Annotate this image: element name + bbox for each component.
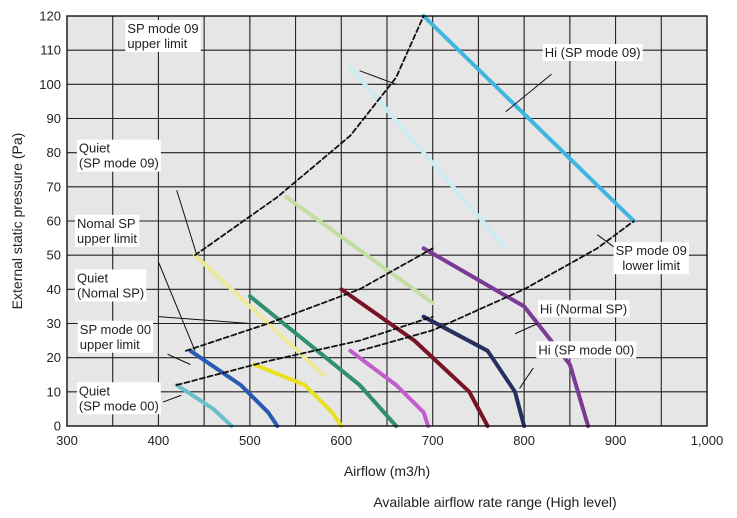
y-tick-label: 40	[47, 282, 61, 297]
curve-sp00-upper	[175, 315, 434, 386]
annotation-box	[76, 139, 161, 172]
annotation-box	[542, 44, 643, 61]
annotation-box	[77, 320, 154, 353]
y-axis-title: External static pressure (Pa)	[9, 133, 25, 310]
curve-teal-green	[247, 294, 399, 428]
annotation: Hi (SP mode 09)	[505, 44, 643, 113]
y-tick-label: 70	[47, 179, 61, 194]
annotation-label: (Nomal SP)	[77, 286, 144, 301]
y-tick-label: 30	[47, 316, 61, 331]
x-tick-label: 800	[513, 433, 535, 448]
annotation-label: Quiet	[79, 141, 110, 156]
curve-nsp-upper	[184, 247, 434, 352]
curve-blue	[188, 348, 280, 428]
annotation-leader	[596, 234, 616, 249]
curve-sp09-lower	[358, 220, 635, 352]
annotation-box	[536, 341, 637, 359]
annotation-label: Quiet	[77, 271, 108, 286]
annotation-box	[613, 242, 689, 275]
annotation-label: (SP mode 00)	[79, 398, 159, 413]
curve-faint-cyan	[348, 65, 508, 251]
x-tick-label: 400	[148, 433, 170, 448]
annotation-box	[125, 20, 201, 53]
annotation-box	[75, 269, 147, 302]
curves	[174, 14, 636, 428]
annotation-leader	[359, 70, 397, 85]
curve-yellow	[252, 362, 344, 428]
annotation-label: upper limit	[80, 337, 140, 352]
annotation-label: (SP mode 09)	[79, 156, 159, 171]
y-tick-label: 120	[39, 9, 61, 24]
annotation-leader	[158, 316, 250, 324]
curve-dark-red	[339, 287, 490, 428]
curve-navy	[421, 314, 527, 428]
annotation: Quiet(SP mode 09)	[76, 139, 198, 256]
x-tick-label: 600	[330, 433, 352, 448]
annotation: Quiet(Nomal SP)	[75, 269, 250, 324]
annotation-label: lower limit	[622, 258, 680, 273]
curve-light-green	[284, 195, 435, 305]
chart-caption: Available airflow rate range (High level…	[373, 494, 616, 510]
annotation: Quiet(SP mode 00)	[76, 382, 182, 415]
x-tick-label: 300	[56, 433, 78, 448]
annotation-leader	[514, 323, 539, 335]
curve-light-yellow	[193, 253, 325, 377]
annotation-label: upper limit	[127, 36, 187, 51]
curve-sp09-upper	[194, 15, 425, 257]
y-tick-labels: 0 10 20 30 40 50 60 70 80 90 100 110 120	[39, 9, 61, 434]
plot-frame	[66, 15, 708, 427]
y-tick-label: 10	[47, 384, 61, 399]
annotation-leader	[162, 394, 182, 403]
y-tick-label: 20	[47, 350, 61, 365]
y-tick-label: 50	[47, 248, 61, 263]
annotation: Hi (Normal SP)	[514, 300, 630, 335]
annotation-label: SP mode 09	[616, 243, 687, 258]
annotation-leader	[167, 353, 191, 365]
annotation-label: SP mode 00	[80, 322, 151, 337]
curve-light-teal	[174, 383, 234, 428]
annotation-label: upper limit	[77, 231, 137, 246]
annotation-leader	[176, 190, 198, 256]
curve-purple	[421, 246, 591, 428]
y-tick-label: 0	[54, 419, 61, 434]
y-tick-label: 110	[40, 43, 61, 58]
annotation: Hi (SP mode 00)	[519, 341, 637, 389]
curve-magenta	[348, 348, 431, 428]
y-tick-label: 100	[39, 77, 61, 92]
x-tick-labels: 300 400 500 600 700 800 900 1,000	[56, 433, 723, 448]
annotation-label: Hi (SP mode 00)	[538, 342, 634, 357]
x-axis-title: Airflow (m3/h)	[344, 463, 430, 479]
y-tick-label: 60	[47, 214, 61, 229]
x-tick-label: 500	[239, 433, 261, 448]
annotation-box	[76, 382, 161, 415]
annotation-label: Hi (Normal SP)	[540, 301, 627, 316]
annotation-label: SP mode 09	[127, 21, 198, 36]
curve-hi-sp09	[421, 14, 636, 223]
annotation-label: Quiet	[79, 383, 110, 398]
annotation-box	[75, 214, 140, 247]
x-tick-label: 1,000	[691, 433, 724, 448]
annotation-leader	[519, 367, 534, 389]
x-tick-label: 900	[605, 433, 627, 448]
y-tick-label: 90	[47, 111, 61, 126]
annotation-label: Nomal SP	[77, 216, 136, 231]
y-tick-label: 80	[47, 145, 61, 160]
annotation-leader	[505, 73, 552, 113]
x-tick-label: 700	[422, 433, 444, 448]
annotation-label: Hi (SP mode 09)	[545, 45, 641, 60]
annotation-leader	[157, 261, 196, 352]
annotation-box	[537, 300, 630, 318]
